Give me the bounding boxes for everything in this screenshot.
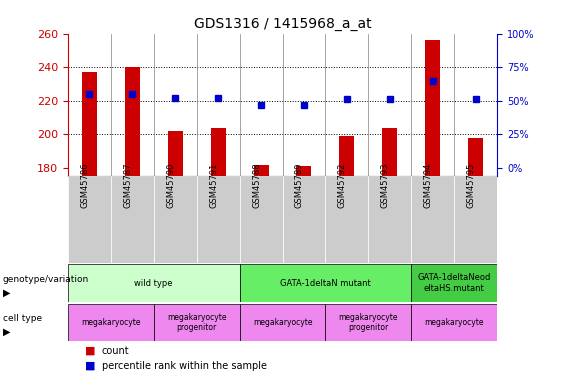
Bar <box>425 40 440 176</box>
Text: megakaryocyte
progenitor: megakaryocyte progenitor <box>167 313 227 332</box>
Bar <box>111 176 154 262</box>
Bar <box>297 166 311 176</box>
Text: count: count <box>102 346 129 355</box>
Text: megakaryocyte: megakaryocyte <box>81 318 141 327</box>
Bar <box>240 264 411 302</box>
Bar <box>154 304 240 341</box>
Bar <box>197 176 240 262</box>
Text: GSM45787: GSM45787 <box>123 162 132 208</box>
Bar <box>68 304 154 341</box>
Text: megakaryocyte: megakaryocyte <box>424 318 484 327</box>
Text: ▶: ▶ <box>3 327 10 337</box>
Bar <box>154 176 197 262</box>
Bar <box>340 136 354 176</box>
Text: GSM45790: GSM45790 <box>166 162 175 208</box>
Bar <box>240 176 282 262</box>
Text: ▶: ▶ <box>3 288 10 297</box>
Bar <box>125 67 140 176</box>
Text: GSM45793: GSM45793 <box>381 162 390 208</box>
Text: megakaryocyte
progenitor: megakaryocyte progenitor <box>338 313 398 332</box>
Text: megakaryocyte: megakaryocyte <box>253 318 312 327</box>
Text: percentile rank within the sample: percentile rank within the sample <box>102 361 267 370</box>
Bar <box>211 128 225 176</box>
Bar <box>368 176 411 262</box>
Bar <box>411 304 497 341</box>
Text: genotype/variation: genotype/variation <box>3 275 89 284</box>
Text: ■: ■ <box>85 346 95 355</box>
Bar <box>325 176 368 262</box>
Text: wild type: wild type <box>134 279 173 288</box>
Bar <box>383 128 397 176</box>
Text: GSM45794: GSM45794 <box>424 162 433 208</box>
Bar <box>454 176 497 262</box>
Bar <box>82 72 97 176</box>
Text: cell type: cell type <box>3 314 42 323</box>
Bar <box>325 304 411 341</box>
Text: GSM45789: GSM45789 <box>295 162 304 208</box>
Bar <box>411 264 497 302</box>
Bar <box>68 264 240 302</box>
Text: GSM45795: GSM45795 <box>467 162 476 208</box>
Text: GSM45786: GSM45786 <box>80 162 89 208</box>
Bar <box>68 176 111 262</box>
Text: GATA-1deltaNeod
eltaHS.mutant: GATA-1deltaNeod eltaHS.mutant <box>418 273 491 293</box>
Text: GSM45788: GSM45788 <box>252 162 261 208</box>
Bar <box>411 176 454 262</box>
Title: GDS1316 / 1415968_a_at: GDS1316 / 1415968_a_at <box>194 17 371 32</box>
Bar <box>468 138 483 176</box>
Text: ■: ■ <box>85 361 95 370</box>
Bar <box>168 131 182 176</box>
Text: GSM45792: GSM45792 <box>338 162 347 208</box>
Bar <box>240 304 325 341</box>
Text: GSM45791: GSM45791 <box>209 162 218 208</box>
Bar <box>282 176 325 262</box>
Text: GATA-1deltaN mutant: GATA-1deltaN mutant <box>280 279 371 288</box>
Bar <box>254 165 268 176</box>
